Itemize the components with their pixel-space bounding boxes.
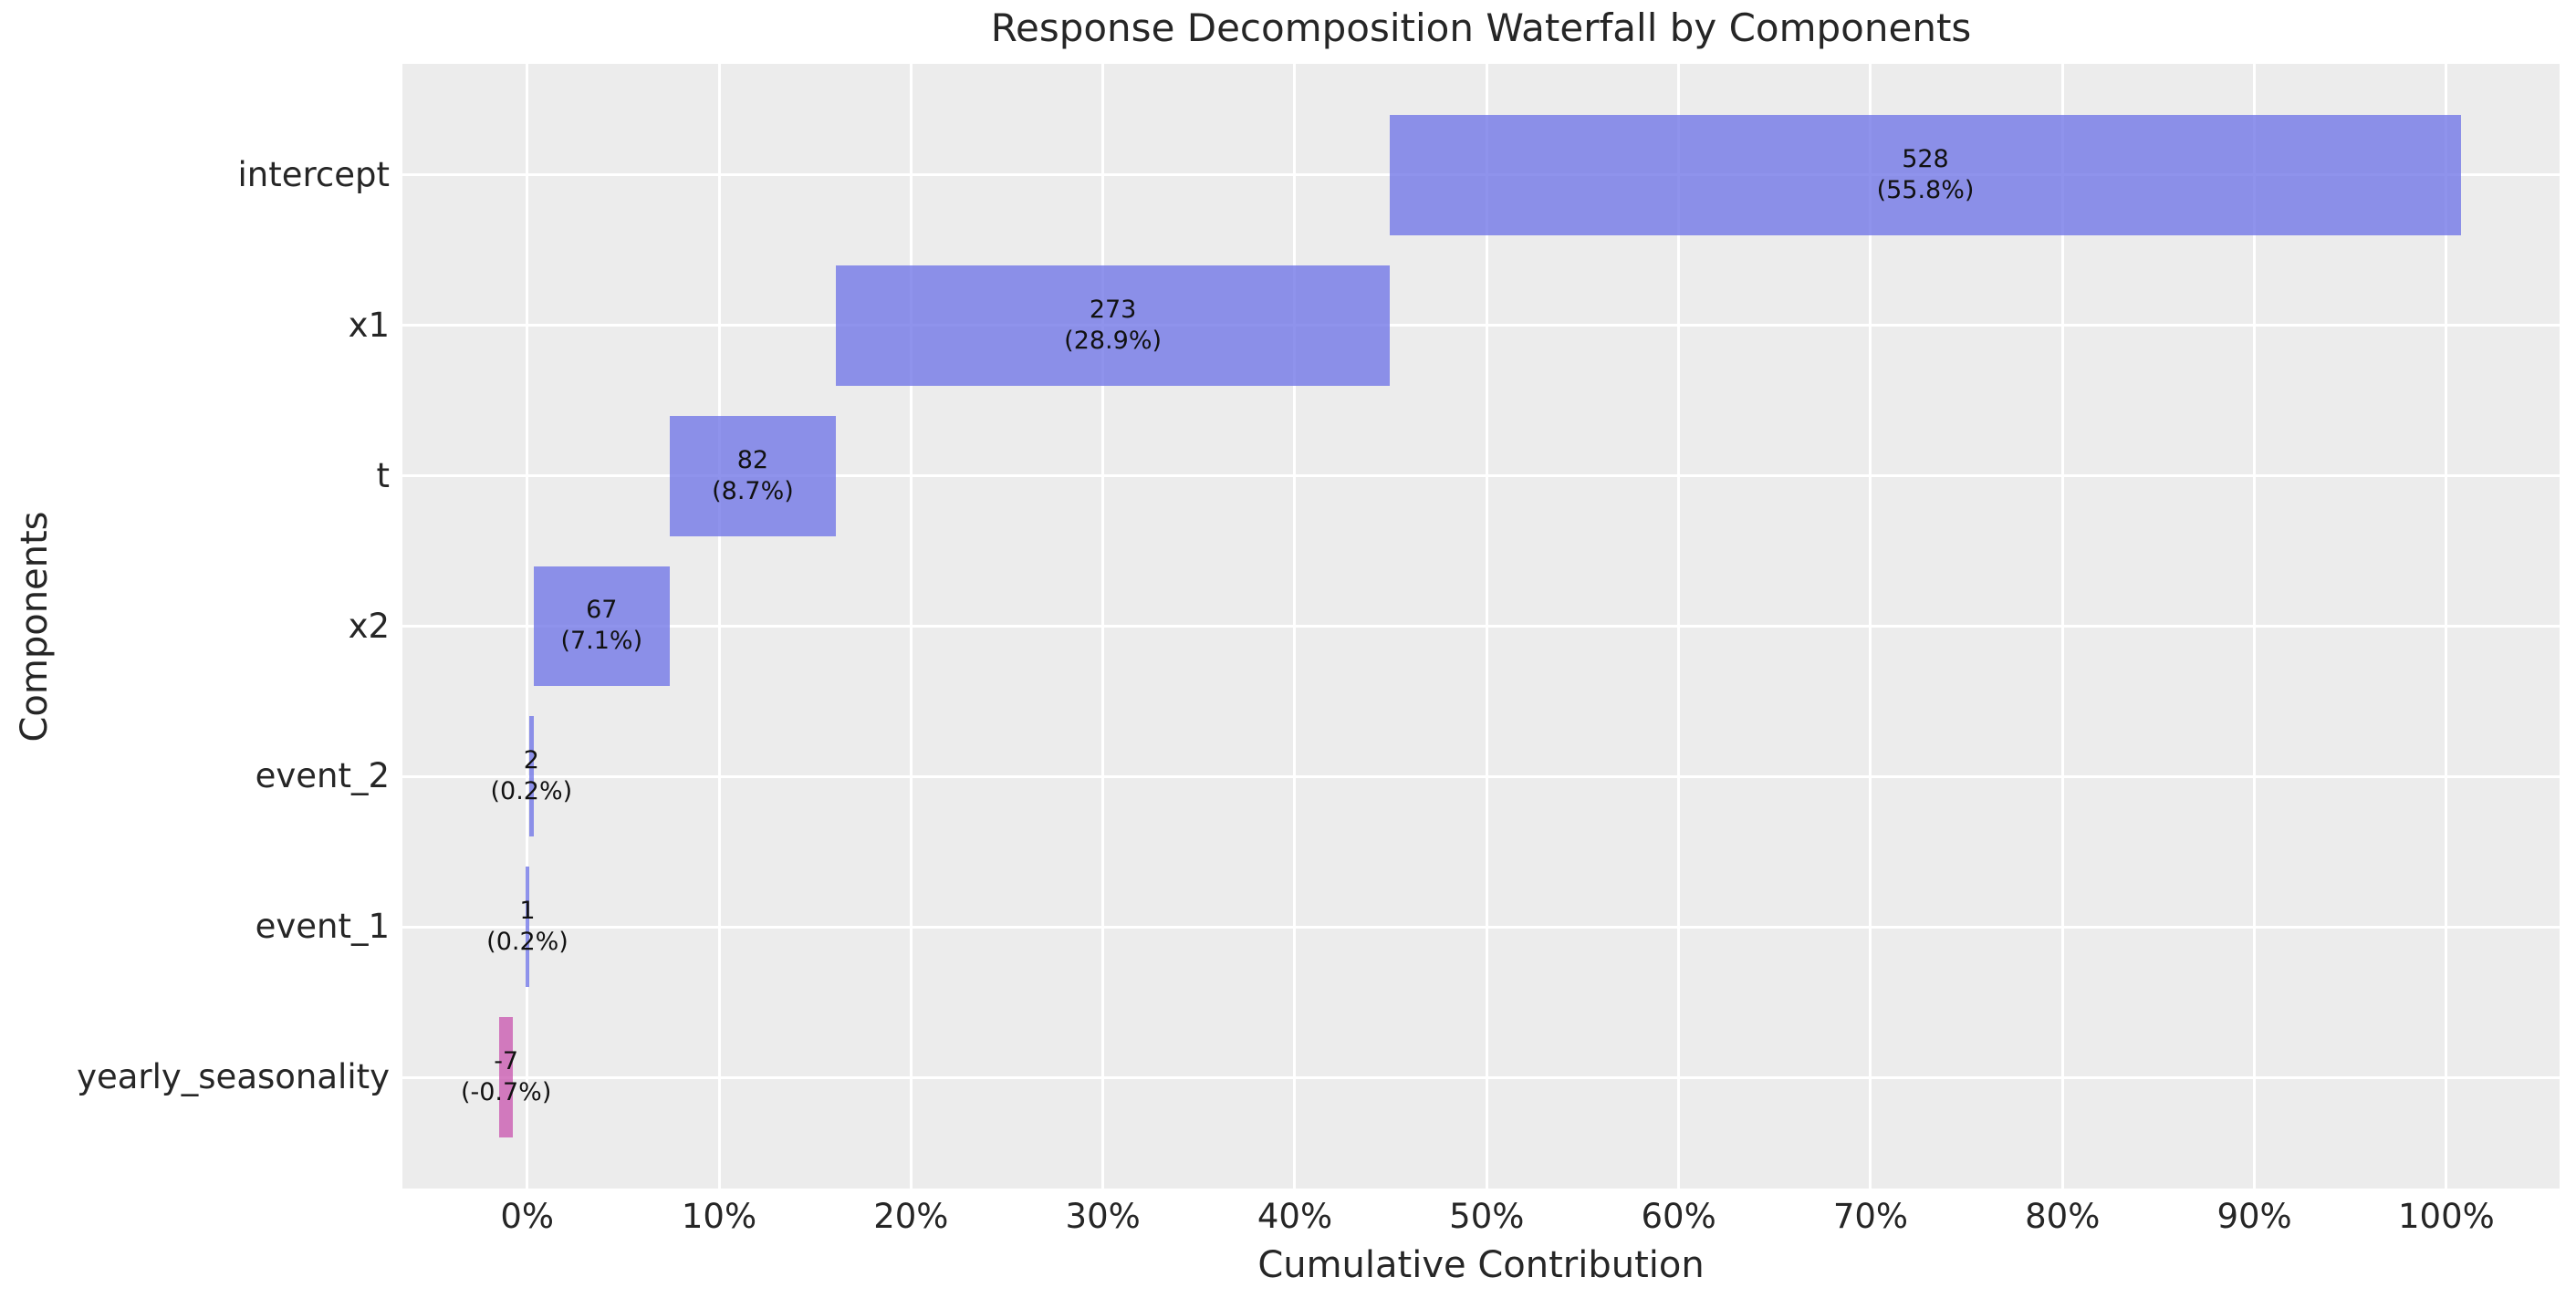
bar-value-label: 67 (7.1%) [560, 595, 642, 657]
waterfall-bar-event_1: 1 (0.2%) [486, 867, 568, 988]
waterfall-bar-event_2: 2 (0.2%) [490, 716, 572, 837]
x-axis-label: Cumulative Contribution [1257, 1244, 1705, 1286]
gridline-horizontal [402, 625, 2560, 628]
gridline-horizontal [402, 925, 2560, 929]
x-tick-label: 30% [1065, 1197, 1141, 1236]
y-tick-label-intercept: intercept [237, 154, 391, 194]
bar-value: 2 [523, 746, 539, 775]
bar-value-label: 528 (55.8%) [1877, 144, 1975, 206]
plot-area: 528 (55.8%) 273 (28.9%) 82 (8.7%) 67 (7.1%) 2 (0.… [402, 64, 2560, 1189]
x-tick-label: 80% [2025, 1197, 2101, 1236]
bar-percent: (7.1%) [560, 627, 643, 656]
gridline-horizontal [402, 474, 2560, 478]
x-tick-label: 0% [500, 1197, 555, 1236]
waterfall-bar-t: 82 (8.7%) [669, 415, 837, 536]
x-tick-label: 90% [2216, 1197, 2292, 1236]
bar-percent: (28.9%) [1064, 326, 1163, 355]
bar-value: 82 [736, 445, 769, 474]
x-tick-label: 40% [1257, 1197, 1333, 1236]
x-tick-label: 10% [681, 1197, 757, 1236]
waterfall-bar-yearly_seasonality: -7 (-0.7%) [461, 1017, 551, 1137]
waterfall-bar-x1: 273 (28.9%) [836, 265, 1391, 386]
bar-percent: (0.2%) [486, 928, 568, 957]
x-tick-label: 50% [1449, 1197, 1525, 1236]
bar-value: 67 [586, 596, 618, 625]
bar-value-label: 273 (28.9%) [1064, 295, 1162, 357]
x-tick-label: 60% [1641, 1197, 1716, 1236]
bar-percent: (-0.7%) [460, 1078, 552, 1106]
bar-value-label: 1 (0.2%) [486, 896, 568, 958]
y-tick-label-event_1: event_1 [255, 907, 390, 947]
bar-value-label: -7 (-0.7%) [461, 1046, 551, 1108]
bar-value-label: 82 (8.7%) [712, 445, 794, 507]
x-tick-label: 70% [1832, 1197, 1909, 1236]
y-tick-label-event_2: event_2 [255, 756, 390, 796]
bar-percent: (0.2%) [490, 777, 573, 806]
y-tick-label-yearly_seasonality: yearly_seasonality [77, 1057, 390, 1097]
bar-percent: (8.7%) [712, 476, 794, 505]
chart-title: Response Decomposition Waterfall by Comp… [990, 5, 1972, 50]
waterfall-bar-x2: 67 (7.1%) [533, 566, 670, 687]
bar-value: 1 [519, 897, 536, 926]
bar-value: -7 [494, 1047, 519, 1075]
y-tick-label-x1: x1 [348, 305, 390, 345]
y-tick-label-x2: x2 [348, 606, 390, 646]
gridline-horizontal [402, 1075, 2560, 1079]
x-tick-label: 100% [2398, 1197, 2495, 1236]
bar-value: 273 [1089, 295, 1137, 324]
waterfall-bar-intercept: 528 (55.8%) [1390, 115, 2461, 235]
gridline-horizontal [402, 324, 2560, 327]
y-tick-label-t: t [376, 455, 390, 495]
bar-value-label: 2 (0.2%) [490, 745, 572, 807]
bar-value: 528 [1902, 144, 1949, 173]
x-tick-label: 20% [873, 1197, 949, 1236]
gridline-horizontal [402, 774, 2560, 778]
bar-percent: (55.8%) [1876, 175, 1975, 204]
